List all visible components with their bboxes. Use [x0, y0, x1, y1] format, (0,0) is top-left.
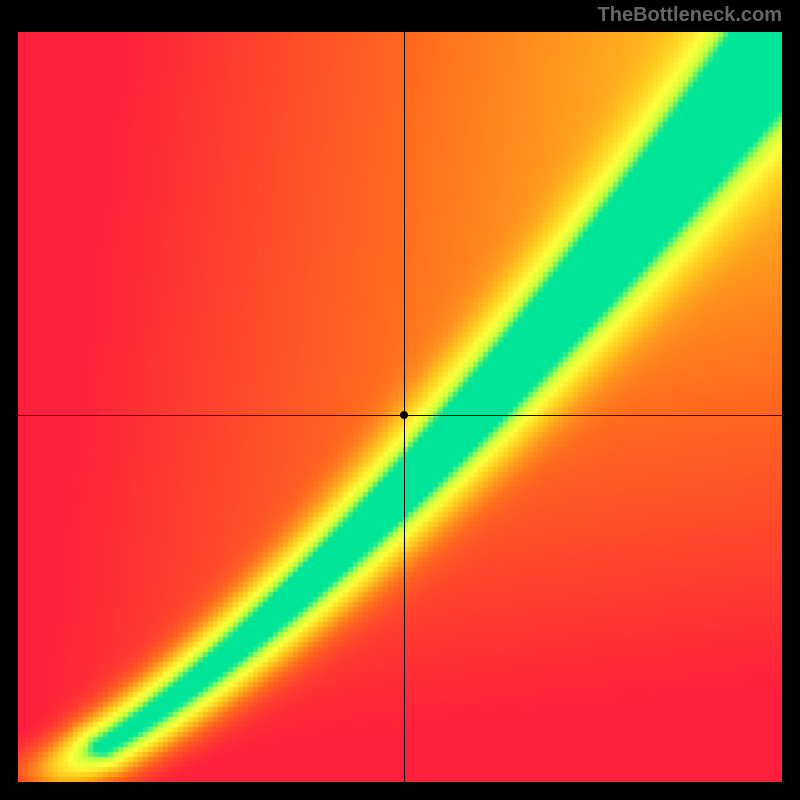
chart-container: TheBottleneck.com [0, 0, 800, 800]
crosshair-marker [400, 411, 408, 419]
watermark-text: TheBottleneck.com [598, 4, 782, 27]
heatmap-canvas [18, 32, 782, 782]
crosshair-vertical [404, 32, 405, 782]
plot-area [18, 32, 782, 782]
